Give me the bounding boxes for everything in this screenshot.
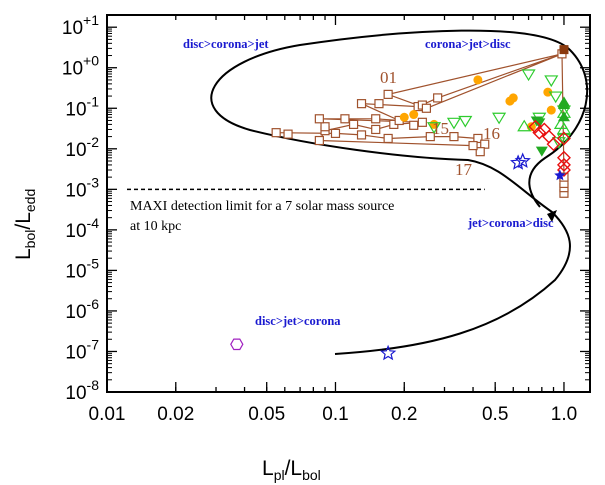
axis-text-layer: Lpl/Lbol Lbol/Ledd 0.01 0.02 0.05 0.1 0.2 0.5… [12, 12, 577, 483]
data-point-open-triangle-up [517, 119, 532, 132]
data-point-open-square [314, 114, 324, 124]
data-point-filled-star [554, 169, 566, 181]
data-point-filled-square [559, 45, 569, 55]
data-point-open-triangle-down [458, 115, 473, 128]
maxi-limit-label-line2: at 10 kpc [130, 219, 181, 234]
data-point-open-triangle-down [521, 69, 536, 82]
data-point-open-diamond [556, 163, 571, 177]
data-point-open-triangle-down [492, 112, 507, 125]
data-point-open-triangle-down [548, 91, 563, 104]
x-tick-label: 1.0 [551, 404, 577, 425]
x-tick-label: 0.05 [248, 404, 285, 425]
data-point-open-square [283, 129, 293, 139]
maxi-limit-label-line1: MAXI detection limit for a 7 solar mass … [130, 199, 394, 214]
x-tick-label: 0.1 [322, 404, 348, 425]
data-point-filled-triangle-up [557, 111, 570, 122]
annotation-jet-corona-disc: jet>corona>disc [467, 216, 554, 230]
data-point-open-square [409, 120, 419, 130]
data-point-open-square [425, 131, 435, 142]
point-label-17: 17 [455, 160, 473, 179]
data-point-open-square [371, 124, 381, 135]
annotation-disc-jet-corona: disc>jet>corona [255, 314, 341, 328]
data-point-open-square [340, 114, 350, 124]
y-axis-label: Lbol/Ledd [12, 189, 38, 260]
data-point-open-hexagon [230, 338, 244, 351]
evolution-arrow-head [547, 210, 557, 222]
x-tick-label: 0.02 [157, 404, 194, 425]
data-point-open-square [449, 131, 459, 142]
data-point-open-square [371, 114, 381, 124]
y-tick-label: 10-1 [65, 93, 99, 120]
point-label-16: 16 [483, 124, 500, 143]
y-tick-label: 10-4 [65, 215, 99, 242]
plot-frame [106, 14, 591, 393]
data-point-open-triangle-up [556, 122, 572, 135]
data-point-filled-circle [429, 119, 439, 129]
data-point-open-diamond [532, 125, 547, 140]
data-point-open-square [330, 128, 341, 138]
data-point-open-triangle-down [446, 117, 462, 130]
data-point-open-square [468, 140, 478, 151]
data-point-open-star [510, 154, 527, 170]
plot-frame-layer [106, 14, 591, 393]
data-point-open-diamond [556, 131, 571, 146]
y-tick-label: 10+0 [62, 53, 99, 80]
data-point-filled-circle [399, 112, 409, 122]
data-point-open-diamond [546, 137, 561, 152]
data-point-open-square [348, 119, 359, 129]
markers-layer [230, 45, 572, 361]
data-point-open-star [380, 344, 397, 361]
y-tick-label: 10-8 [65, 377, 99, 404]
annotation-layer: disc>corona>jet corona>jet>disc jet>coro… [130, 37, 554, 328]
data-point-open-square [473, 133, 483, 144]
data-point-open-square [383, 133, 393, 144]
data-point-open-square [320, 122, 330, 132]
data-point-filled-circle [543, 87, 553, 97]
y-tick-label: 10-3 [65, 174, 99, 201]
data-point-open-square [433, 93, 443, 103]
data-point-open-triangle-down [556, 133, 572, 146]
data-point-open-square [356, 130, 367, 140]
x-tick-label: 0.2 [391, 404, 417, 425]
data-point-open-triangle-down [426, 122, 442, 134]
data-point-open-diamond [556, 157, 571, 172]
y-tick-label: 10+1 [62, 12, 99, 39]
point-label-01: 01 [380, 68, 397, 87]
data-point-open-square [383, 89, 393, 99]
data-point-filled-triangle-down [535, 146, 548, 157]
y-tick-label: 10-5 [65, 255, 99, 282]
data-point-open-square [271, 128, 281, 138]
data-point-filled-circle [508, 93, 518, 103]
data-point-open-square [475, 147, 485, 157]
data-point-open-square [417, 117, 427, 127]
data-point-filled-circle [473, 75, 483, 85]
data-point-open-star [514, 152, 531, 168]
data-point-open-diamond [528, 119, 543, 134]
data-point-open-triangle-down [544, 75, 559, 88]
annotation-corona-jet-disc: corona>jet>disc [425, 37, 511, 51]
y-tick-label: 10-6 [65, 296, 99, 323]
y-tick-label: 10-2 [65, 134, 99, 161]
y-tick-label: 10-7 [65, 336, 99, 363]
data-point-filled-triangle-up [557, 96, 570, 107]
data-point-filled-circle [409, 110, 419, 120]
annotation-disc-corona-jet: disc>corona>jet [183, 37, 269, 51]
evolution-curve-layer [210, 29, 589, 355]
data-point-open-square [421, 103, 432, 113]
evolution-curve [210, 29, 589, 355]
data-point-open-square [356, 99, 367, 109]
x-axis-label: Lpl/Lbol [262, 457, 321, 483]
x-tick-label: 0.5 [482, 404, 508, 425]
x-tick-label: 0.01 [89, 404, 126, 425]
data-point-filled-circle [546, 105, 556, 115]
data-point-open-square [374, 99, 384, 109]
point-label-15: 15 [432, 119, 449, 138]
data-point-open-square [314, 135, 324, 146]
